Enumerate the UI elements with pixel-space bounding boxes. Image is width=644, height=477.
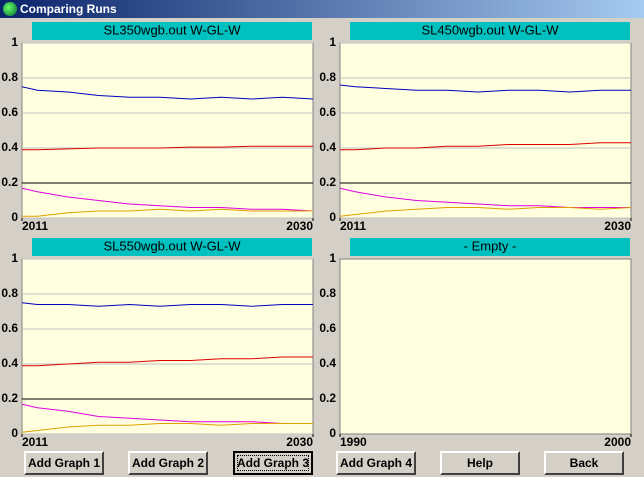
y-tick-label: 0.6 xyxy=(319,105,336,119)
y-tick-label: 0.2 xyxy=(319,175,336,189)
data-line xyxy=(339,187,631,208)
y-tick-label: 0.8 xyxy=(1,70,18,84)
add-graph-button[interactable]: Add Graph 2 xyxy=(128,451,208,475)
chart-title: SL550wgb.out W-GL-W xyxy=(103,238,241,253)
data-line xyxy=(339,207,632,217)
chart-title: SL450wgb.out W-GL-W xyxy=(421,22,559,37)
y-tick-label: 0.8 xyxy=(319,70,336,84)
add-graph-button[interactable]: Add Graph 3 xyxy=(233,451,313,475)
data-line xyxy=(21,187,314,212)
y-tick-label: 0.2 xyxy=(1,391,18,405)
plot-area xyxy=(21,42,314,219)
y-tick-label: 0.2 xyxy=(319,391,336,405)
x-tick-label: 2030 xyxy=(286,435,313,449)
x-tick-label: 2011 xyxy=(22,435,48,449)
y-tick-label: 0.4 xyxy=(319,140,336,154)
back-button[interactable]: Back xyxy=(544,451,624,475)
window-title: Comparing Runs xyxy=(20,2,117,16)
data-line xyxy=(21,86,314,100)
data-line xyxy=(21,302,313,307)
chart-title: - Empty - xyxy=(464,238,517,253)
chart-title: SL350wgb.out W-GL-W xyxy=(103,22,241,37)
x-tick-label: 2030 xyxy=(604,219,631,233)
help-button[interactable]: Help xyxy=(440,451,520,475)
y-tick-label: 0 xyxy=(329,210,336,224)
data-line xyxy=(22,145,313,151)
x-tick-label: 2011 xyxy=(340,219,366,233)
y-tick-label: 1 xyxy=(11,35,18,49)
y-tick-label: 1 xyxy=(11,251,18,265)
data-line xyxy=(339,84,631,93)
chart-title-box xyxy=(350,238,630,256)
data-line xyxy=(22,208,313,217)
y-tick-label: 0 xyxy=(329,426,336,440)
chart-title-box xyxy=(350,22,630,40)
y-tick-label: 0.4 xyxy=(1,356,18,370)
y-tick-label: 0.6 xyxy=(1,105,18,119)
y-tick-label: 0.4 xyxy=(1,140,18,154)
app-icon xyxy=(3,2,17,16)
y-tick-label: 0.6 xyxy=(1,321,18,335)
data-line xyxy=(22,356,313,367)
plot-area xyxy=(21,258,314,435)
y-tick-label: 1 xyxy=(329,35,336,49)
x-tick-label: 2030 xyxy=(286,219,313,233)
data-line xyxy=(21,403,313,424)
plot-area xyxy=(339,258,632,435)
plot-area xyxy=(339,42,632,219)
data-line xyxy=(340,142,631,151)
add-graph-button[interactable]: Add Graph 4 xyxy=(336,451,416,475)
chart-title-box xyxy=(32,22,312,40)
x-tick-label: 2011 xyxy=(22,219,48,233)
y-tick-label: 0.8 xyxy=(1,286,18,300)
y-tick-label: 0.6 xyxy=(319,321,336,335)
title-bar: Comparing Runs xyxy=(0,0,644,18)
y-tick-label: 0.4 xyxy=(319,356,336,370)
data-line xyxy=(21,423,313,433)
y-tick-label: 0 xyxy=(11,426,18,440)
y-tick-label: 0.8 xyxy=(319,286,336,300)
y-tick-label: 0 xyxy=(11,210,18,224)
y-tick-label: 0.2 xyxy=(1,175,18,189)
x-tick-label: 2000 xyxy=(604,435,631,449)
y-tick-label: 1 xyxy=(329,251,336,265)
x-tick-label: 1990 xyxy=(340,435,367,449)
add-graph-button[interactable]: Add Graph 1 xyxy=(24,451,104,475)
chart-title-box xyxy=(32,238,312,256)
